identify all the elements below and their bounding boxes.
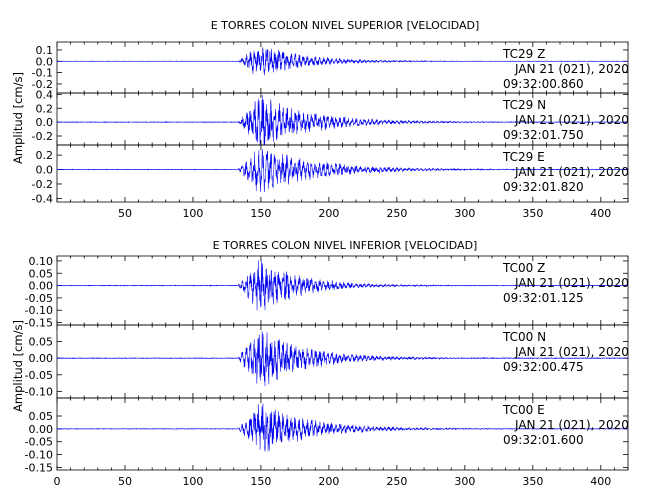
y-tick-label: -0.10 xyxy=(25,385,53,398)
x-tick-label: 50 xyxy=(118,207,132,220)
x-tick-label: 400 xyxy=(590,207,611,220)
x-tick-label: 250 xyxy=(386,207,407,220)
y-axis-label: Amplitud [cm/s] xyxy=(11,320,25,412)
y-tick-label: 0.00 xyxy=(29,280,54,293)
y-tick-label: 0.0 xyxy=(36,116,54,129)
y-tick-label: -0.15 xyxy=(25,317,53,330)
x-axis-upper: 50 100 150 200 250 300 350 400 xyxy=(118,207,611,220)
y-tick-label: -0.4 xyxy=(32,192,53,205)
chart-title: E TORRES COLON NIVEL INFERIOR [VELOCIDAD… xyxy=(213,239,478,252)
trace-station-label: TC29 N xyxy=(502,98,546,112)
y-tick-label: -0.10 xyxy=(25,449,53,462)
x-tick-label: 150 xyxy=(250,475,271,488)
x-tick-label: 100 xyxy=(182,475,203,488)
y-tick-label: -0.2 xyxy=(32,78,53,91)
trace-time-label: 09:32:01.750 xyxy=(503,128,584,142)
y-axis-label: Amplitud [cm/s] xyxy=(11,72,25,164)
y-tick-label: 0.2 xyxy=(36,102,54,115)
y-tick-label: 0.4 xyxy=(36,88,54,101)
y-tick-label: -0.05 xyxy=(25,436,53,449)
trace-date-label: JAN 21 (021), 2020 xyxy=(514,276,629,290)
trace-date-label: JAN 21 (021), 2020 xyxy=(514,62,629,76)
y-tick-label: 0.10 xyxy=(29,255,54,268)
chart-upper: E TORRES COLON NIVEL SUPERIOR [VELOCIDAD… xyxy=(11,19,629,220)
x-tick-label: 150 xyxy=(250,207,271,220)
y-tick-label: 0.05 xyxy=(29,267,54,280)
y-tick-label: 0.2 xyxy=(36,149,54,162)
trace-station-label: TC00 E xyxy=(502,403,545,417)
x-axis-lower: 0 50 100 150 200 250 300 350 400 xyxy=(54,475,612,488)
trace-time-label: 09:32:01.125 xyxy=(503,291,584,305)
y-tick-label: -0.2 xyxy=(32,130,53,143)
x-tick-label: 400 xyxy=(590,475,611,488)
trace-time-label: 09:32:00.860 xyxy=(503,77,584,91)
x-tick-label: 200 xyxy=(318,475,339,488)
y-tick-label: 0.05 xyxy=(29,410,54,423)
y-tick-label: 0.00 xyxy=(29,423,54,436)
y-tick-label: -0.10 xyxy=(25,304,53,317)
trace-date-label: JAN 21 (021), 2020 xyxy=(514,418,629,432)
y-tick-label: 0.05 xyxy=(29,336,54,349)
trace-time-label: 09:32:01.600 xyxy=(503,433,584,447)
x-tick-label: 100 xyxy=(182,207,203,220)
y-tick-label: -0.05 xyxy=(25,369,53,382)
trace-station-label: TC00 Z xyxy=(502,261,545,275)
y-tick-label: -0.15 xyxy=(25,461,53,474)
x-tick-label: 350 xyxy=(522,475,543,488)
trace-station-label: TC00 N xyxy=(502,330,546,344)
seismic-trace xyxy=(56,260,629,311)
y-tick-label: 0.1 xyxy=(36,44,54,57)
trace-station-label: TC29 E xyxy=(502,150,545,164)
y-tick-label: 0.0 xyxy=(36,55,54,68)
trace-date-label: JAN 21 (021), 2020 xyxy=(514,165,629,179)
seismic-trace xyxy=(56,149,629,193)
seismic-trace xyxy=(56,403,629,452)
x-tick-label: 0 xyxy=(54,475,61,488)
x-tick-label: 300 xyxy=(454,475,475,488)
trace-date-label: JAN 21 (021), 2020 xyxy=(514,113,629,127)
y-tick-label: -0.2 xyxy=(32,178,53,191)
chart-lower: E TORRES COLON NIVEL INFERIOR [VELOCIDAD… xyxy=(11,239,629,488)
trace-time-label: 09:32:01.820 xyxy=(503,180,584,194)
y-tick-label: -0.1 xyxy=(32,67,53,80)
x-tick-label: 300 xyxy=(454,207,475,220)
x-tick-label: 250 xyxy=(386,475,407,488)
seismic-trace xyxy=(56,95,629,146)
trace-date-label: JAN 21 (021), 2020 xyxy=(514,345,629,359)
trace-time-label: 09:32:00.475 xyxy=(503,360,584,374)
chart-title: E TORRES COLON NIVEL SUPERIOR [VELOCIDAD… xyxy=(211,19,480,32)
y-tick-label: 0.0 xyxy=(36,164,54,177)
x-tick-label: 350 xyxy=(522,207,543,220)
seismic-trace xyxy=(56,331,629,387)
y-tick-label: 0.00 xyxy=(29,352,54,365)
x-tick-label: 50 xyxy=(118,475,132,488)
seismic-trace xyxy=(56,47,629,76)
y-tick-label: -0.05 xyxy=(25,292,53,305)
trace-station-label: TC29 Z xyxy=(502,47,545,61)
x-tick-label: 200 xyxy=(318,207,339,220)
